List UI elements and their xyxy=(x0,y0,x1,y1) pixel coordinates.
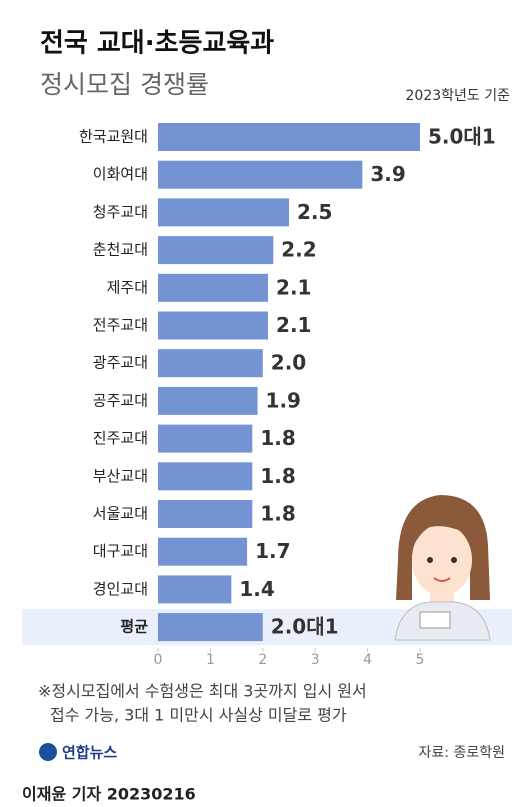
bar xyxy=(158,386,258,415)
logo: 연합뉴스 xyxy=(62,744,117,762)
value-label: 2.1 xyxy=(276,313,311,337)
value-label: 1.8 xyxy=(260,426,295,450)
value-label: 3.9 xyxy=(370,162,405,186)
value-label: 2.5 xyxy=(297,200,332,224)
chart-note: 2023학년도 기준 xyxy=(406,88,511,104)
y-tick-label: 이화여대 xyxy=(93,165,148,183)
bar xyxy=(158,575,232,604)
value-label: 1.9 xyxy=(266,388,301,412)
bar xyxy=(158,236,274,265)
chart-title: 전국 교대·초등교육과 xyxy=(40,29,274,59)
x-tick-label: 2 xyxy=(258,652,267,668)
x-tick-label: 5 xyxy=(416,652,425,668)
bar xyxy=(158,424,253,453)
y-tick-label: 경인교대 xyxy=(93,580,148,598)
y-tick-label: 평균 xyxy=(120,618,148,636)
byline: 이재윤 기자 20230216 xyxy=(22,785,196,804)
bar xyxy=(158,537,248,566)
y-tick-label: 광주교대 xyxy=(93,354,148,372)
bar xyxy=(158,349,263,378)
value-label: 5.0대1 xyxy=(428,125,496,149)
bar xyxy=(158,273,269,302)
bar xyxy=(158,198,289,227)
x-tick-label: 3 xyxy=(311,652,320,668)
value-label: 1.8 xyxy=(260,464,295,488)
bar xyxy=(158,613,263,642)
bar xyxy=(158,462,253,491)
bar xyxy=(158,311,269,340)
y-tick-label: 춘천교대 xyxy=(93,241,148,259)
x-tick-label: 0 xyxy=(154,652,163,668)
y-tick-label: 진주교대 xyxy=(93,429,148,447)
logo-icon xyxy=(39,743,57,761)
y-tick-label: 전주교대 xyxy=(93,316,148,334)
source: 자료: 종로학원 xyxy=(419,745,505,761)
illustration xyxy=(394,495,491,641)
value-label: 1.7 xyxy=(255,539,290,563)
footnote: ※정시모집에서 수험생은 최대 3곳까지 입시 원서 xyxy=(38,682,367,701)
y-tick-label: 서울교대 xyxy=(93,505,148,523)
y-tick-label: 부산교대 xyxy=(93,467,148,485)
y-tick-label: 제주대 xyxy=(107,278,148,296)
footnote: 접수 가능, 3대 1 미만시 사실상 미달로 평가 xyxy=(50,706,347,725)
value-label: 1.8 xyxy=(260,502,295,526)
y-tick-label: 한국교원대 xyxy=(79,128,148,146)
bar xyxy=(158,500,253,528)
value-label: 2.2 xyxy=(281,238,316,262)
y-tick-label: 청주교대 xyxy=(93,203,148,221)
x-tick-label: 1 xyxy=(206,652,215,668)
value-label: 2.0대1 xyxy=(271,615,339,639)
bar xyxy=(158,160,363,189)
y-tick-label: 대구교대 xyxy=(93,542,148,560)
value-label: 2.0 xyxy=(271,351,306,375)
y-tick-label: 공주교대 xyxy=(93,391,148,409)
x-tick-label: 4 xyxy=(363,652,372,668)
bar xyxy=(158,123,420,151)
value-label: 2.1 xyxy=(276,275,311,299)
chart-subtitle: 정시모집 경쟁률 xyxy=(40,70,209,99)
value-label: 1.4 xyxy=(239,577,274,601)
